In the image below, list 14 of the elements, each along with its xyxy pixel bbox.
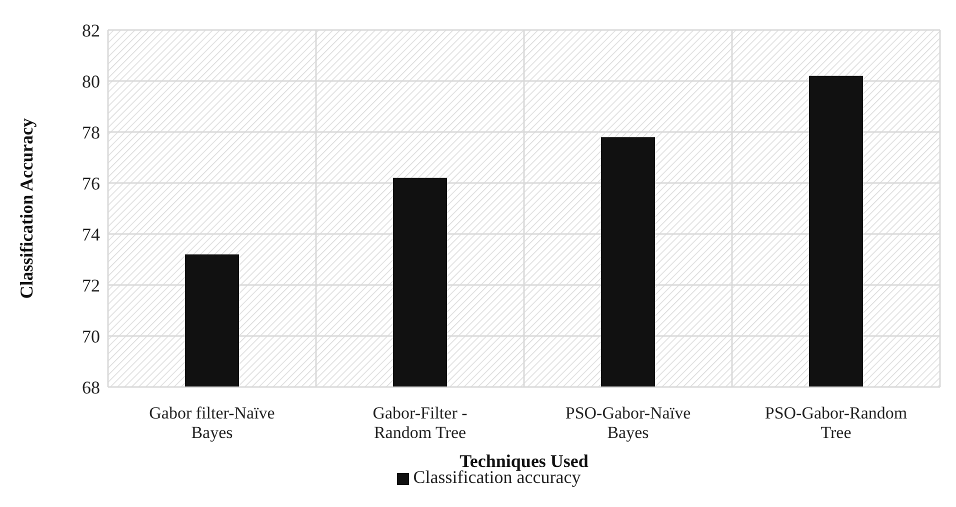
- y-tick-label: 76: [82, 173, 100, 194]
- y-tick-label: 82: [82, 20, 100, 40]
- x-tick-label: Gabor filter-Naïve Bayes: [149, 403, 275, 442]
- y-tick-label: 70: [82, 326, 100, 346]
- x-tick-label: PSO-Gabor-Random Tree: [764, 403, 908, 442]
- x-tick-label: PSO-Gabor-Naïve Bayes: [565, 403, 691, 442]
- x-axis-title: Techniques Used: [460, 451, 588, 471]
- y-tick-label: 78: [82, 122, 100, 142]
- y-tick-label: 68: [82, 377, 100, 398]
- y-tick-label: 72: [82, 275, 100, 296]
- y-tick-label: 80: [82, 71, 100, 92]
- y-tick-label: 74: [82, 224, 100, 244]
- x-tick-label: Gabor-Filter - Random Tree: [372, 403, 468, 442]
- y-axis-title: Classification Accuracy: [16, 118, 36, 299]
